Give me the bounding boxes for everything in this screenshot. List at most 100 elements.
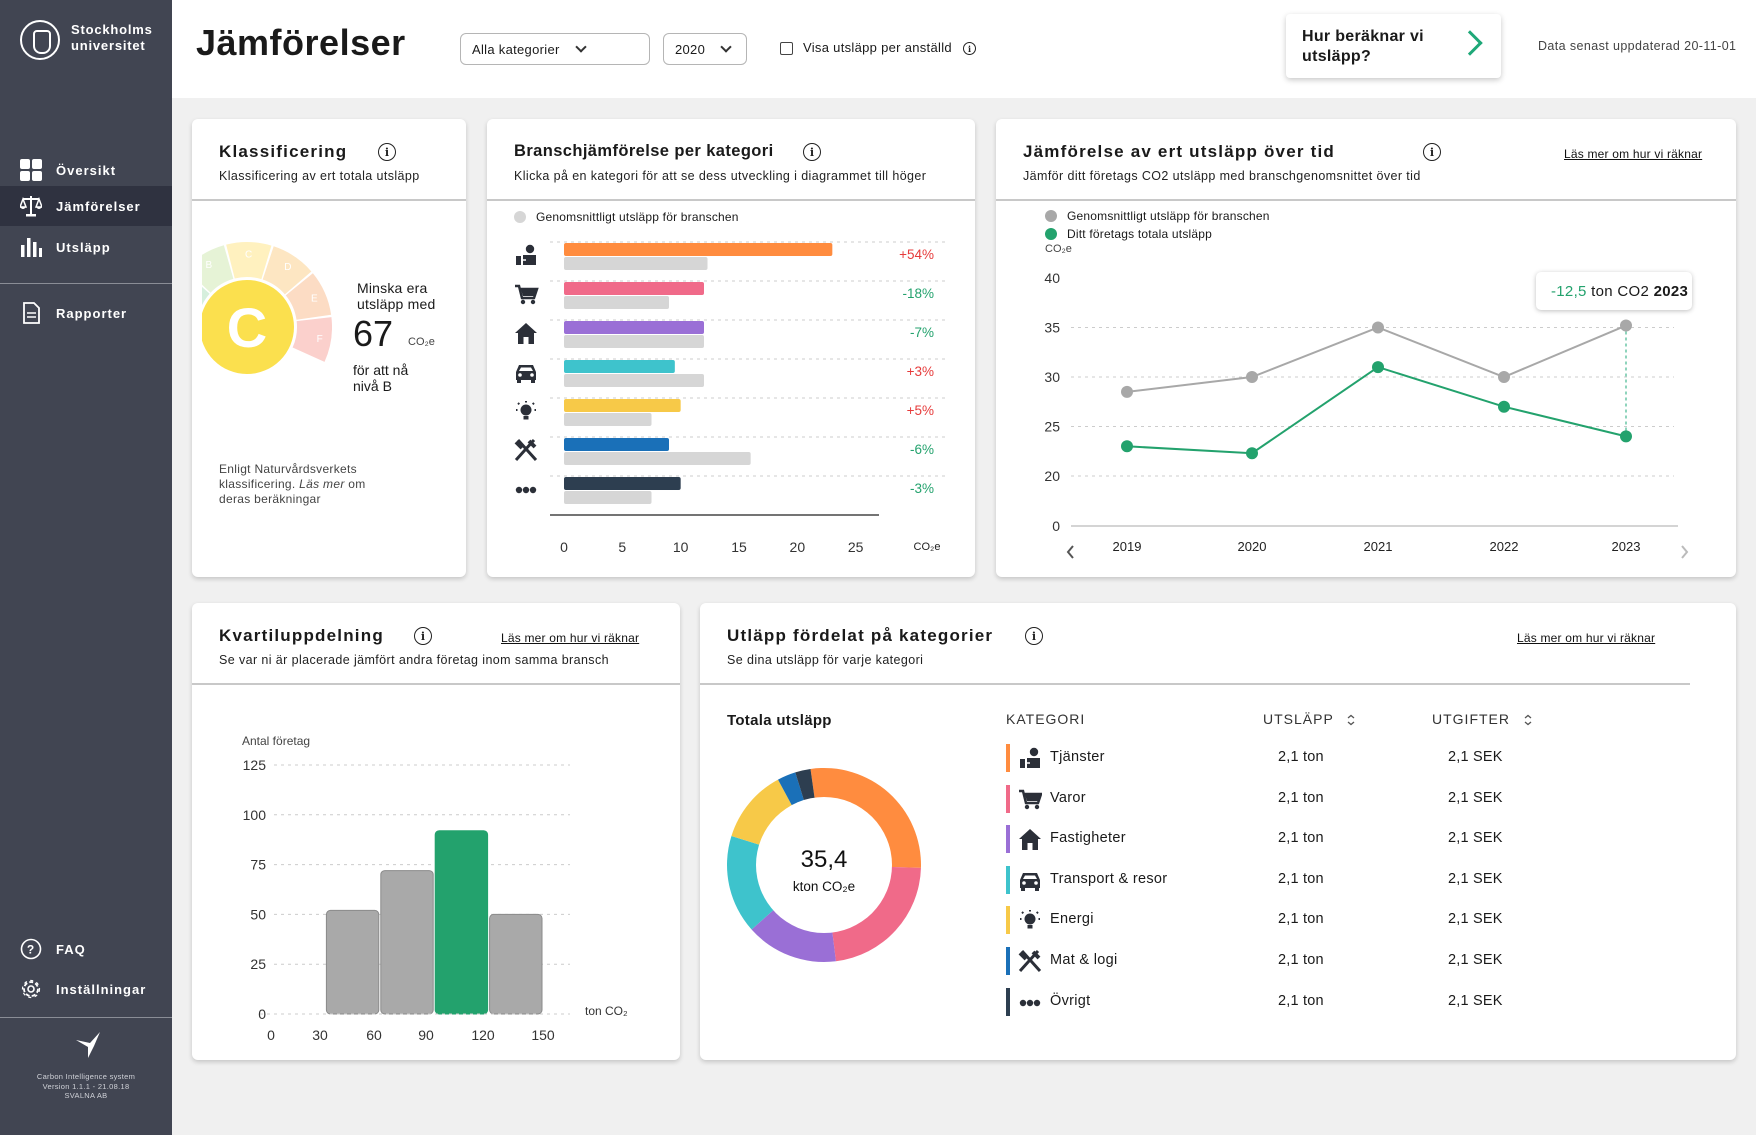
nav-label: Översikt [56,162,117,178]
category-row[interactable]: Energi 2,1 ton 2,1 SEK [1006,906,1626,935]
category-bar[interactable] [564,243,833,256]
footnote-line: Enligt Naturvårdsverkets [219,462,357,476]
data-point[interactable] [1372,321,1384,334]
category-row[interactable]: Tjänster 2,1 ton 2,1 SEK [1006,744,1626,772]
data-point[interactable] [1498,400,1510,413]
category-select[interactable]: Alla kategorier [460,33,650,65]
category-bar[interactable] [564,399,681,412]
card-title: Branschjämförelse per kategori [514,142,774,160]
category-costs: 2,1 SEK [1448,952,1503,968]
scale-icon [20,196,42,217]
info-icon[interactable]: i [1025,627,1043,645]
read-more-link[interactable]: Läs mer om hur vi räknar [1564,147,1703,161]
category-row[interactable]: Mat & logi 2,1 ton 2,1 SEK [1006,947,1626,975]
nav-item-rapporter[interactable]: Rapporter [0,293,172,333]
y-tick-label: 125 [243,757,267,773]
chevron-right-icon[interactable] [1681,545,1689,559]
year-select[interactable]: 2020 [663,33,747,65]
average-bar [564,257,708,270]
chevron-left-icon[interactable] [1066,545,1074,559]
data-point[interactable] [1246,447,1258,460]
sort-icon [1524,714,1532,726]
level-segment-c [226,242,272,280]
cart-icon [1019,789,1042,809]
category-row[interactable]: Övrigt 2,1 ton 2,1 SEK [1006,987,1626,1016]
category-row[interactable]: Fastigheter 2,1 ton 2,1 SEK [1006,825,1626,854]
info-icon[interactable]: i [414,627,432,645]
category-row[interactable]: Transport & resor 2,1 ton 2,1 SEK [1006,865,1626,894]
classification-card: Klassificering i Klassificering av ert t… [192,119,466,577]
card-title: Kvartiluppdelning [219,626,384,645]
per-employee-label: Visa utsläpp per anställd [803,40,952,55]
category-costs: 2,1 SEK [1448,911,1503,928]
read-more-link[interactable]: Läs mer om hur vi räknar [1517,631,1656,645]
footnote-line: klassificering. [219,477,296,491]
sidebar-divider [0,1017,172,1018]
legend-label: Genomsnittligt utsläpp för branschen [536,210,739,224]
category-color-bar [1006,906,1010,935]
data-point[interactable] [1620,319,1632,332]
category-label: Energi [1050,911,1094,928]
data-point[interactable] [1121,440,1133,453]
read-more-link[interactable]: Läs mer om hur vi räknar [501,631,640,645]
category-costs: 2,1 SEK [1448,992,1503,1009]
info-icon[interactable]: i [378,143,396,161]
level-segment-d [262,246,312,295]
column-header-emissions[interactable]: UTSLÄPP [1263,711,1356,727]
x-tick-label: 30 [312,1027,328,1043]
y-tick-label: 35 [1044,320,1060,336]
category-emissions: 2,1 ton [1278,952,1324,968]
category-color-bar [1006,744,1010,772]
nav-item-oversikt[interactable]: Översikt [0,150,172,190]
x-tick-label: 2023 [1612,539,1641,554]
x-tick-label: 60 [366,1027,382,1043]
info-icon[interactable]: i [803,143,821,161]
column-header-costs[interactable]: UTGIFTER [1432,711,1533,727]
how-calc-label: Hur beräknar vi utsläpp? [1302,28,1424,65]
category-emissions: 2,1 ton [1278,911,1324,928]
quartile-card: Kvartiluppdelning i Se var ni är placera… [192,603,680,1060]
classification-footnote: Enligt Naturvårdsverkets klassificering.… [219,462,366,507]
category-bar[interactable] [564,282,704,295]
x-tick-label: 20 [790,539,806,555]
read-more-link[interactable]: Läs mer [299,477,345,491]
data-point[interactable] [1246,371,1258,383]
document-icon [23,302,40,324]
histogram-bar[interactable] [489,913,543,1015]
info-icon[interactable]: i [1423,143,1441,161]
footnote-line: om [348,477,366,491]
average-bar [564,452,751,465]
version-info: Carbon Intelligence system Version 1.1.1… [0,1072,172,1101]
category-bar[interactable] [564,477,681,490]
info-icon[interactable]: i [963,42,976,55]
nav-item-faq[interactable]: ? FAQ [0,929,172,969]
data-point[interactable] [1498,371,1510,383]
reduce-text: Minska era utsläpp med [357,280,435,312]
level-segment-b [202,245,234,293]
nav-item-utslapp[interactable]: Utsläpp [0,227,172,267]
nav-item-installningar[interactable]: Inställningar [0,969,172,1009]
change-label: -3% [910,481,934,496]
histogram-bar[interactable] [325,909,380,1015]
footnote-line: deras beräkningar [219,492,321,506]
category-row[interactable]: Varor 2,1 ton 2,1 SEK [1006,784,1626,813]
category-bar[interactable] [564,360,675,373]
data-point[interactable] [1121,385,1133,398]
histogram-bar[interactable] [434,830,489,1015]
category-bar[interactable] [564,321,704,334]
data-point[interactable] [1372,361,1384,374]
category-bar[interactable] [564,438,669,451]
grid-icon [20,159,42,181]
university-name-line2: universitet [71,38,146,53]
how-calc-button[interactable]: Hur beräknar vi utsläpp? [1286,14,1501,78]
data-point[interactable] [1620,430,1632,443]
car-icon [1020,872,1040,891]
reduce-line: utsläpp med [357,296,436,312]
per-employee-checkbox[interactable] [780,42,793,55]
histogram-bar[interactable] [380,870,434,1015]
nav-item-jamforelser[interactable]: Jämförelser [0,186,172,226]
y-axis-label: CO₂e [1045,243,1072,255]
y-tick-label: 100 [243,807,267,823]
card-title: Klassificering [219,142,348,161]
